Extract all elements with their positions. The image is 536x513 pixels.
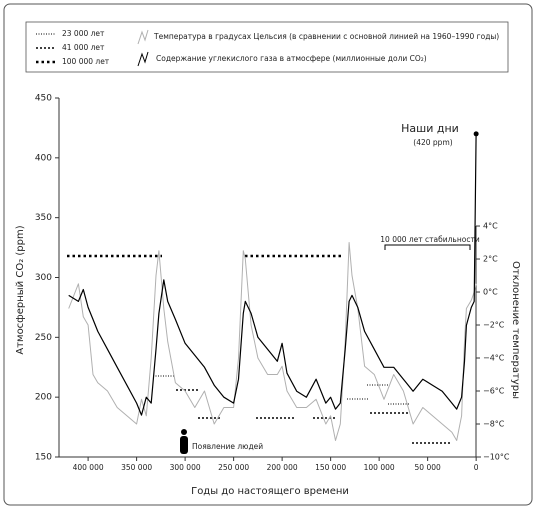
x-tick-label: 200 000 — [267, 463, 298, 472]
annotation: 10 000 лет стабильности — [380, 235, 480, 244]
y-tick-label: 400 — [35, 153, 52, 163]
legend-temp-swatch — [137, 29, 149, 45]
y-tick-label: 250 — [35, 333, 52, 343]
stability-bracket — [384, 244, 471, 250]
y2-tick-label: −4°C — [483, 354, 505, 363]
y2-tick-label: −8°C — [483, 420, 505, 429]
legend-label: Температура в градусах Цельсия (в сравне… — [153, 32, 499, 41]
x-tick-label: 350 000 — [121, 463, 152, 472]
annotation: Появление людей — [192, 442, 263, 451]
x-tick-label: 0 — [474, 463, 479, 472]
x-tick-label: 250 000 — [218, 463, 249, 472]
y-tick-label: 200 — [35, 393, 52, 403]
y-axis-title: Атмосферный CO₂ (ppm) — [15, 225, 26, 354]
legend-label: 100 000 лет — [62, 57, 110, 66]
x-tick-label: 400 000 — [73, 463, 104, 472]
annotation: Наши дни — [401, 122, 459, 135]
today-point — [473, 131, 479, 137]
y2-tick-label: −2°C — [483, 321, 505, 330]
y2-tick-label: 0°C — [483, 288, 498, 297]
legend-box — [25, 21, 509, 73]
y2-axis-title: Отклонение температуры — [510, 261, 521, 399]
legend-label: Содержание углекислого газа в атмосфере … — [156, 54, 427, 63]
y2-tick-label: 2°C — [483, 255, 498, 264]
x-tick-label: 100 000 — [364, 463, 395, 472]
y2-tick-label: −6°C — [483, 387, 505, 396]
x-tick-label: 50 000 — [415, 463, 441, 472]
x-axis-title: Годы до настоящего времени — [191, 486, 349, 497]
y-tick-label: 150 — [35, 453, 52, 463]
x-tick-label: 150 000 — [315, 463, 346, 472]
y2-tick-label: 4°C — [483, 222, 498, 231]
legend-label: 41 000 лет — [62, 43, 105, 52]
annotation: (420 ppm) — [413, 138, 452, 147]
frame — [3, 3, 533, 506]
series-line — [68, 133, 477, 416]
stability-lines — [67, 254, 452, 444]
x-tick-label: 300 000 — [170, 463, 201, 472]
y-tick-label: 450 — [35, 94, 52, 104]
y2-tick-label: −10°C — [483, 453, 510, 462]
human-icon — [180, 429, 188, 454]
y-tick-label: 350 — [35, 213, 52, 223]
legend-co2-swatch — [137, 51, 149, 67]
y-tick-label: 300 — [35, 273, 52, 283]
series-line — [68, 242, 477, 441]
legend-label: 23 000 лет — [62, 29, 105, 38]
